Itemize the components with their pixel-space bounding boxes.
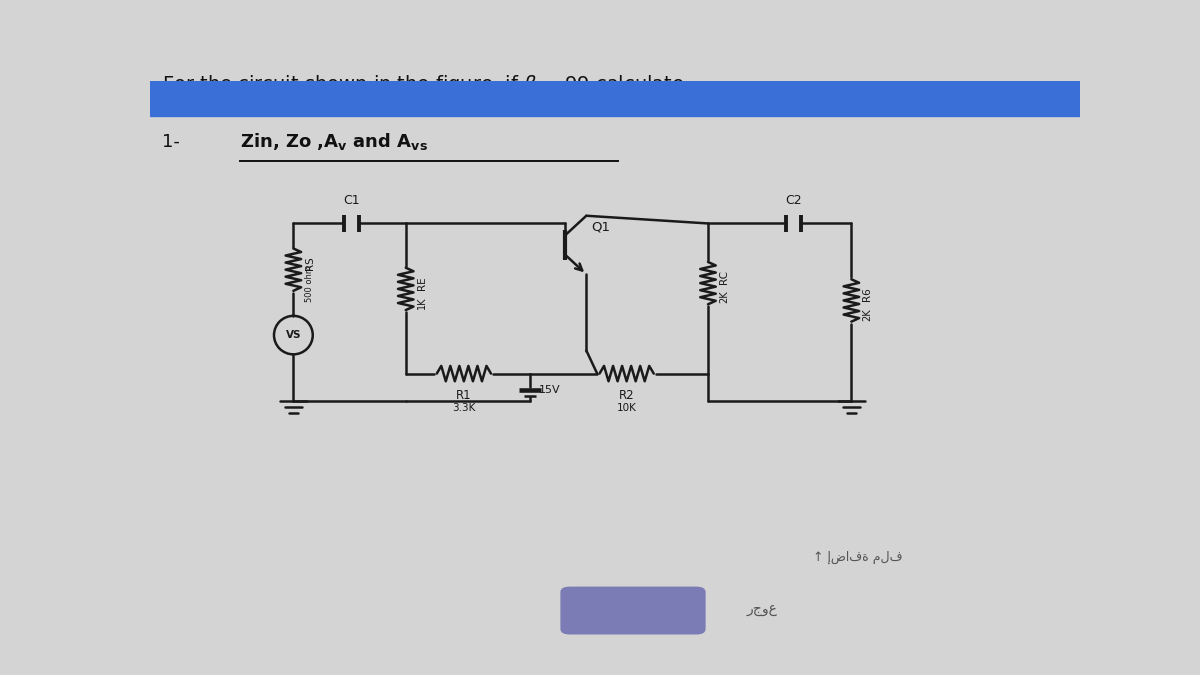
Text: C1: C1 bbox=[343, 194, 360, 207]
Text: 2K: 2K bbox=[719, 291, 728, 303]
Text: 1-: 1- bbox=[162, 133, 180, 151]
Text: RE: RE bbox=[416, 276, 427, 290]
Text: RS: RS bbox=[305, 256, 314, 271]
Text: 3.3K: 3.3K bbox=[452, 403, 475, 413]
Bar bbox=[150, 81, 1080, 115]
Text: For the circuit shown in the figure, if $\beta$ = 99 calculate: For the circuit shown in the figure, if … bbox=[162, 73, 684, 96]
Text: رجوع: رجوع bbox=[746, 602, 778, 616]
Text: 500 ohm: 500 ohm bbox=[305, 265, 314, 302]
Text: R1: R1 bbox=[456, 389, 472, 402]
Text: 1K: 1K bbox=[416, 296, 427, 309]
Text: C2: C2 bbox=[785, 194, 802, 207]
Text: RC: RC bbox=[719, 270, 728, 284]
Text: 10K: 10K bbox=[617, 403, 636, 413]
Text: 15V: 15V bbox=[539, 385, 560, 395]
Text: R6: R6 bbox=[863, 288, 872, 301]
Text: Q1: Q1 bbox=[592, 221, 611, 234]
Text: ↑ إضافة ملف: ↑ إضافة ملف bbox=[814, 550, 902, 564]
Text: R2: R2 bbox=[619, 389, 635, 402]
Text: Zin, Zo ,A$_\mathregular{v}$ and A$_\mathregular{vs}$: Zin, Zo ,A$_\mathregular{v}$ and A$_\mat… bbox=[240, 131, 428, 153]
Text: VS: VS bbox=[286, 330, 301, 340]
Text: إرسال: إرسال bbox=[611, 603, 654, 618]
Text: 2K: 2K bbox=[863, 308, 872, 321]
